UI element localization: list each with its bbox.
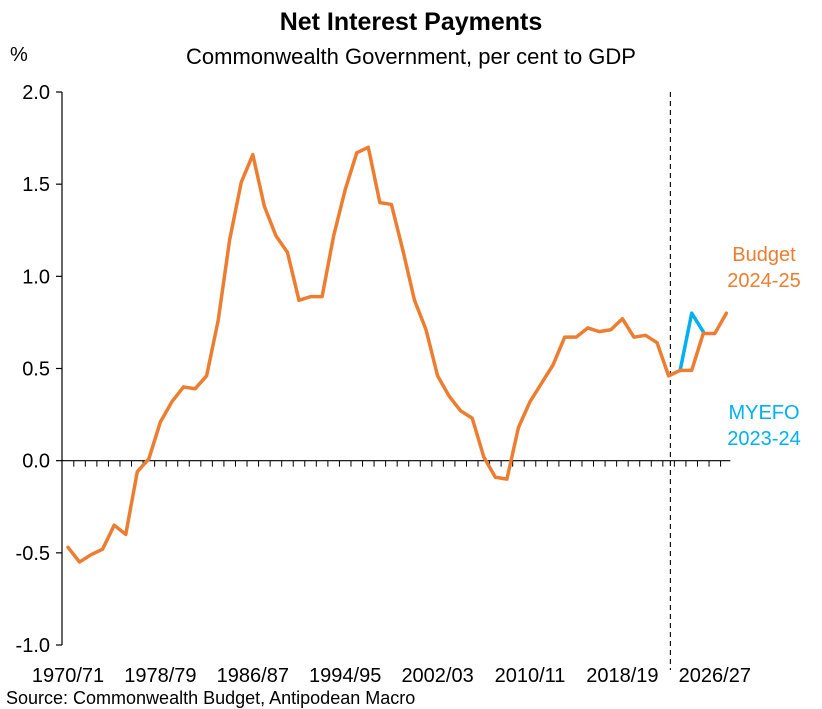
y-tick-label: 0.0 <box>22 451 50 473</box>
y-tick-label: 0.5 <box>22 359 50 381</box>
series-annotation: MYEFO <box>728 402 799 424</box>
y-tick-label: -0.5 <box>16 543 50 565</box>
y-tick-label: 2.0 <box>22 82 50 104</box>
y-tick-label: 1.5 <box>22 174 50 196</box>
y-axis-unit: % <box>10 44 28 66</box>
series-annotation: 2024-25 <box>727 270 800 292</box>
chart-subtitle: Commonwealth Government, per cent to GDP <box>186 44 636 69</box>
y-tick-label: 1.0 <box>22 266 50 288</box>
series-line-myefo <box>678 311 705 373</box>
x-tick-label: 1986/87 <box>217 665 289 687</box>
chart-title: Net Interest Payments <box>279 8 543 36</box>
x-tick-label: 2010/11 <box>495 665 566 687</box>
x-tick-label: 1978/79 <box>124 665 196 687</box>
series-annotation: 2023-24 <box>727 428 800 450</box>
x-tick-label: 2026/27 <box>679 665 751 687</box>
x-tick-label: 1970/71 <box>32 665 104 687</box>
series-annotation: Budget <box>732 244 796 266</box>
x-tick-label: 2018/19 <box>586 665 658 687</box>
x-tick-label: 2002/03 <box>401 665 473 687</box>
source-note: Source: Commonwealth Budget, Antipodean … <box>6 688 416 708</box>
x-tick-label: 1994/95 <box>309 665 381 687</box>
y-tick-label: -1.0 <box>16 635 50 657</box>
series-line-budget <box>66 145 729 564</box>
